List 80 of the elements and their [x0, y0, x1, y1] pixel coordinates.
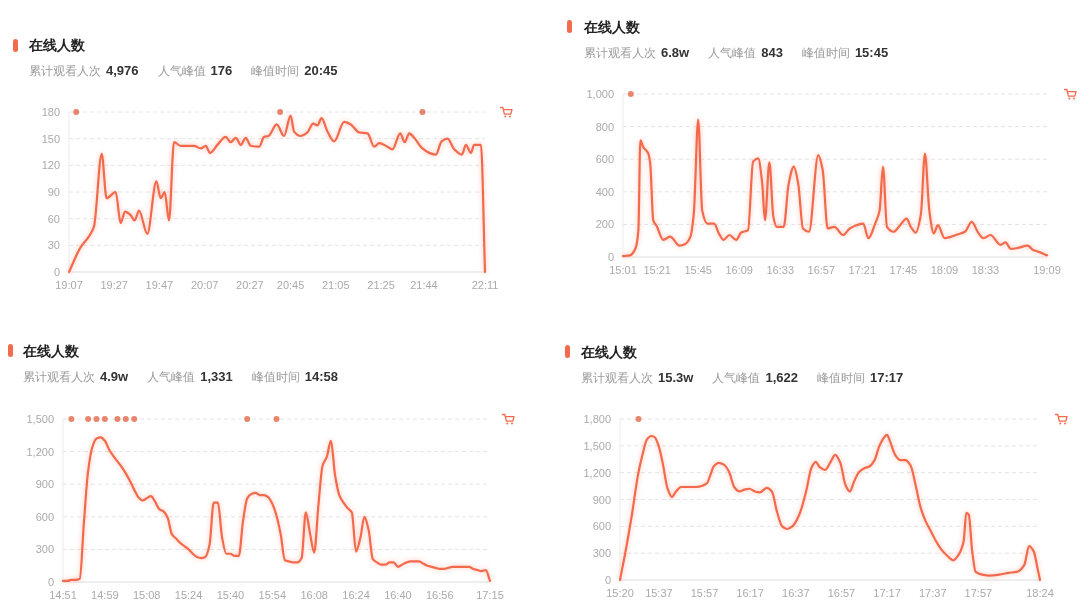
y-tick-label: 90 — [47, 186, 60, 198]
x-tick-label: 21:05 — [321, 279, 350, 291]
y-tick-label: 150 — [41, 132, 60, 145]
x-tick-label: 20:07 — [190, 279, 219, 291]
y-tick-label: 400 — [595, 185, 614, 198]
x-tick-label: 17:57 — [964, 587, 993, 599]
x-tick-label: 21:25 — [367, 279, 395, 291]
line-series — [61, 436, 492, 583]
x-tick-label: 15:37 — [645, 587, 673, 599]
y-tick-label: 1,500 — [26, 413, 54, 425]
x-tick-label: 15:08 — [132, 589, 161, 601]
x-tick-label: 17:17 — [873, 587, 901, 599]
x-tick-label: 19:27 — [100, 279, 128, 291]
text: 累计观看人次 4.9w 人气峰值 1,331 峰值时间 14:58 — [23, 369, 338, 384]
x-tick-label: 14:59 — [91, 589, 119, 601]
x-tick-label: 16:57 — [807, 264, 836, 276]
y-tick-label: 0 — [607, 251, 614, 263]
x-tick-label: 15:01 — [609, 264, 637, 276]
y-tick-label: 200 — [595, 218, 614, 231]
chart-title: 在线人数 — [28, 37, 86, 53]
x-tick-label: 18:24 — [1026, 587, 1054, 599]
y-tick-label: 300 — [35, 543, 54, 556]
x-tick-label: 16:09 — [725, 264, 753, 276]
y-tick-label: 180 — [41, 106, 60, 118]
y-tick-label: 900 — [35, 478, 54, 491]
x-tick-label: 15:54 — [258, 589, 287, 601]
x-tick-label: 17:37 — [919, 587, 947, 599]
x-tick-label: 16:57 — [827, 587, 856, 599]
chart-title: 在线人数 — [583, 19, 641, 35]
y-tick-label: 60 — [47, 212, 60, 225]
x-tick-label: 19:07 — [55, 279, 83, 291]
y-tick-label: 1,200 — [583, 466, 611, 479]
x-tick-label: 15:20 — [606, 587, 634, 599]
x-tick-label: 19:47 — [145, 279, 174, 291]
x-tick-label: 15:57 — [690, 587, 719, 599]
x-tick-label: 22:11 — [471, 279, 499, 291]
x-tick-label: 16:40 — [384, 589, 412, 601]
y-tick-label: 1,000 — [586, 88, 614, 100]
y-tick-label: 1,800 — [583, 413, 611, 425]
chart-title: 在线人数 — [22, 343, 80, 359]
x-tick-label: 17:15 — [476, 589, 504, 601]
text: 累计观看人次 6.8w 人气峰值 843 峰值时间 15:45 — [584, 45, 889, 60]
y-tick-label: 1,500 — [583, 439, 611, 452]
y-tick-label: 900 — [592, 493, 611, 506]
line-series — [621, 118, 1049, 258]
line-series — [618, 433, 1042, 582]
x-tick-label: 14:51 — [49, 589, 77, 601]
x-tick-label: 15:45 — [684, 264, 712, 276]
x-tick-label: 16:08 — [300, 589, 328, 601]
text: 累计观看人次 4,976 人气峰值 176 峰值时间 20:45 — [29, 63, 338, 78]
x-tick-label: 20:45 — [276, 279, 305, 291]
y-tick-label: 120 — [41, 159, 60, 172]
y-tick-label: 1,200 — [26, 445, 54, 458]
x-tick-label: 15:40 — [216, 589, 245, 601]
x-tick-label: 16:37 — [782, 587, 810, 599]
y-tick-label: 0 — [53, 266, 60, 278]
y-tick-label: 600 — [592, 520, 611, 533]
text: 累计观看人次 15.3w 人气峰值 1,622 峰值时间 17:17 — [581, 370, 904, 385]
y-tick-label: 0 — [604, 574, 611, 586]
y-tick-label: 800 — [595, 120, 614, 133]
y-tick-label: 600 — [35, 510, 54, 523]
x-tick-label: 18:33 — [971, 264, 1000, 276]
chart-title: 在线人数 — [580, 344, 638, 360]
x-tick-label: 16:33 — [766, 264, 795, 276]
y-tick-label: 600 — [595, 153, 614, 166]
x-tick-label: 16:24 — [342, 589, 370, 601]
x-tick-label: 16:17 — [736, 587, 764, 599]
line-series — [67, 114, 487, 274]
x-tick-label: 16:56 — [426, 589, 454, 601]
x-tick-label: 21:44 — [410, 279, 438, 291]
x-tick-label: 18:09 — [930, 264, 959, 276]
y-tick-label: 0 — [47, 576, 54, 588]
x-tick-label: 19:09 — [1033, 264, 1061, 276]
x-tick-label: 15:21 — [643, 264, 671, 276]
x-tick-label: 20:27 — [236, 279, 264, 291]
x-tick-label: 15:24 — [174, 589, 203, 601]
y-tick-label: 300 — [592, 547, 611, 560]
y-tick-label: 30 — [47, 239, 60, 252]
x-tick-label: 17:45 — [889, 264, 918, 276]
x-tick-label: 17:21 — [848, 264, 877, 276]
